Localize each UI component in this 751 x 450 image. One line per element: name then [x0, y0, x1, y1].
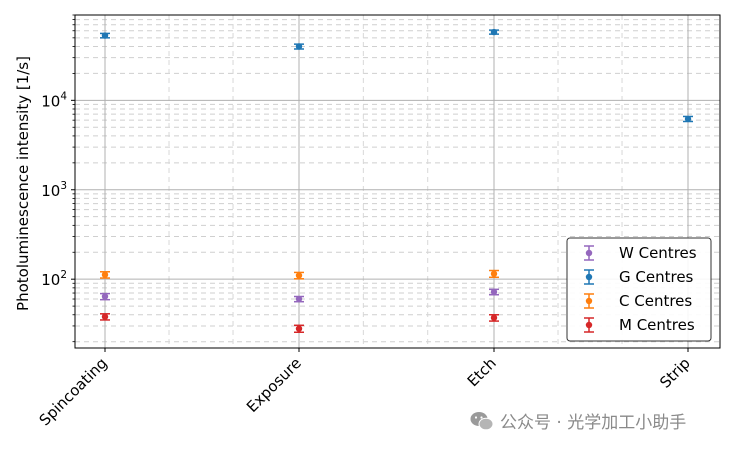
data-marks	[100, 28, 693, 334]
legend-box	[566, 237, 712, 342]
x-tick-label: Strip	[656, 354, 694, 392]
legend-label: M Centres	[619, 316, 695, 334]
data-point	[295, 325, 303, 332]
data-point	[490, 314, 498, 321]
legend-marker-dot	[585, 249, 593, 257]
data-point	[101, 32, 109, 39]
y-axis-ticks: 102 103 104	[41, 90, 75, 289]
data-point	[490, 270, 498, 277]
legend-marker-dot	[585, 321, 593, 329]
data-point	[101, 313, 109, 320]
legend-marker-dot	[585, 297, 593, 305]
legend-label: C Centres	[619, 292, 692, 310]
legend: W Centres G Centres C Centres M Centres	[566, 237, 712, 342]
data-point	[684, 115, 692, 123]
x-tick-label: Spincoating	[36, 354, 111, 429]
x-tick-label: Etch	[464, 354, 500, 390]
legend-label: W Centres	[619, 244, 697, 262]
data-point	[101, 293, 109, 300]
legend-marker-dot	[585, 273, 593, 281]
y-axis-label: Photoluminescence intensity [1/s]	[14, 56, 32, 311]
y-tick-label: 104	[41, 90, 67, 110]
legend-label: G Centres	[619, 268, 694, 286]
y-tick-label: 102	[41, 269, 67, 289]
watermark-text: 公众号 · 光学加工小助手	[500, 413, 687, 433]
y-tick-label: 103	[41, 180, 67, 200]
data-point	[295, 43, 303, 50]
data-point	[295, 295, 303, 303]
plot-frame	[74, 14, 721, 349]
data-point	[295, 272, 303, 279]
watermark: 公众号 · 光学加工小助手	[470, 408, 686, 433]
wechat-icon	[470, 411, 494, 430]
x-tick-label: Exposure	[243, 354, 305, 416]
data-point	[490, 28, 498, 36]
data-point	[101, 271, 109, 278]
minor-gridlines	[72, 14, 720, 348]
data-point	[490, 288, 498, 296]
